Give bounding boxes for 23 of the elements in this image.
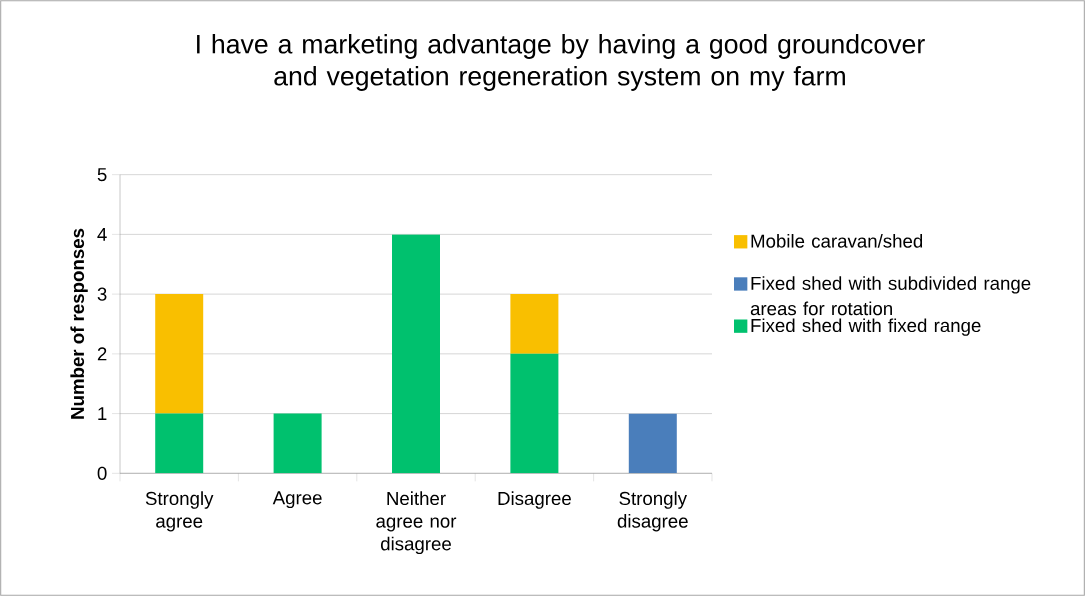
bar (155, 413, 204, 474)
x-tick-label: Strongly agree (145, 491, 214, 532)
chart-title: I have a marketing advantage by having a good groundcover and vegetation regeneration system on my farm (197, 34, 925, 91)
bar (628, 413, 677, 474)
bar (510, 353, 559, 474)
y-tick-label: 5 (97, 168, 107, 182)
y-tick-label: 4 (97, 227, 107, 241)
x-tick-label: Strongly disagree (617, 491, 688, 532)
bar (273, 413, 322, 474)
bar (392, 234, 440, 474)
bar (510, 294, 559, 354)
x-tick-label: Agree (272, 491, 322, 509)
y-tick-label: 2 (97, 347, 107, 361)
y-tick-label: 1 (98, 407, 107, 421)
bar (155, 294, 204, 414)
y-tick-label: 0 (97, 466, 107, 480)
legend-label: Fixed shed with fixed range (751, 318, 981, 336)
y-tick-label: 3 (97, 287, 107, 301)
x-tick-label: Disagree (498, 491, 571, 509)
legend-label: Fixed shed with subdivided range areas for rotation (750, 276, 1031, 316)
legend-label: Mobile caravan/shed (751, 234, 923, 248)
x-tick-label: Neither agree nor disagree (376, 491, 457, 555)
y-axis-title: Number of responses (70, 228, 88, 419)
